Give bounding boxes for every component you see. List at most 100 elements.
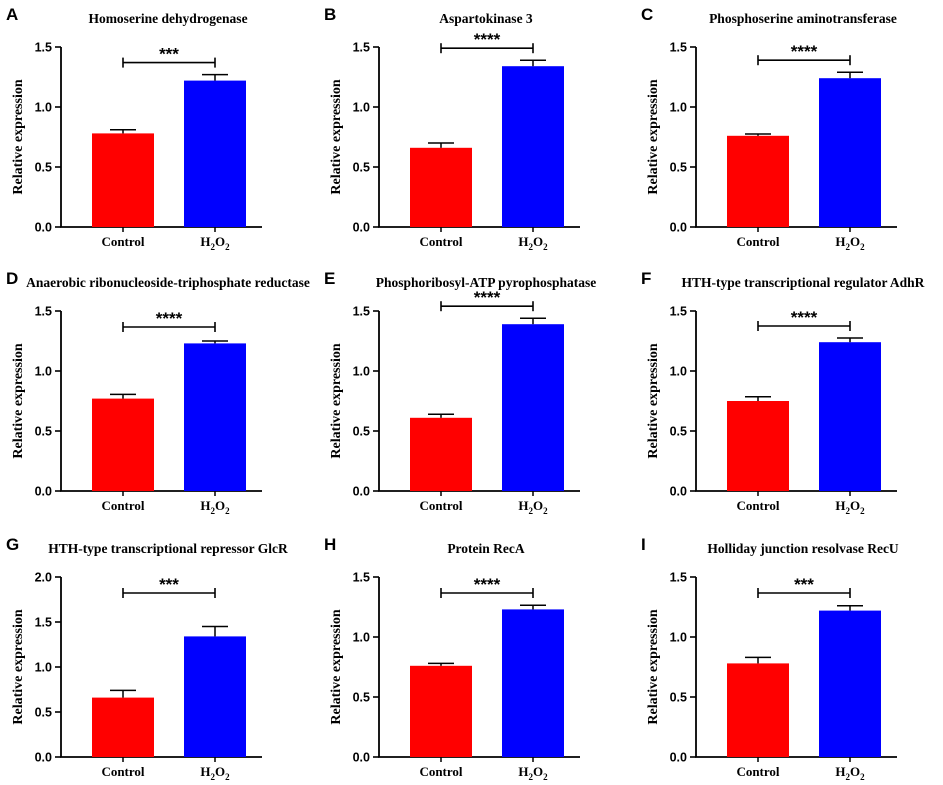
panel-letter: F — [641, 269, 651, 288]
y-axis-label: Relative expression — [646, 609, 661, 724]
y-tick-label: 1.5 — [353, 305, 370, 319]
category-label: Control — [101, 498, 144, 513]
panel-letter: B — [324, 5, 336, 24]
y-tick-label: 1.5 — [670, 571, 687, 585]
bar-h2o2 — [502, 609, 564, 757]
chart-title: Protein RecA — [447, 541, 525, 556]
significance-label: **** — [474, 288, 501, 307]
y-tick-label: 1.5 — [35, 305, 52, 319]
category-label: Control — [419, 764, 462, 779]
chart-title: Phosphoribosyl-ATP pyrophosphatase — [376, 275, 596, 290]
bar-control — [92, 697, 154, 757]
category-label: H2O2 — [835, 498, 865, 516]
y-tick-label: 1.0 — [353, 631, 370, 645]
y-tick-label: 0.5 — [670, 691, 687, 705]
category-label: H2O2 — [835, 234, 865, 252]
y-tick-label: 0.5 — [35, 706, 52, 720]
significance-label: **** — [474, 575, 501, 594]
chart-title: HTH-type transcriptional regulator AdhR — [682, 275, 925, 290]
y-tick-label: 0.5 — [353, 691, 370, 705]
bar-h2o2 — [819, 342, 881, 491]
y-tick-label: 0.0 — [353, 221, 370, 235]
bar-control — [727, 663, 789, 757]
y-tick-label: 1.0 — [35, 101, 52, 115]
chart-panel-B: B Aspartokinase 3 Relative expression 0.0 0.… — [324, 5, 580, 252]
y-tick-label: 0.0 — [670, 485, 687, 499]
bar-h2o2 — [184, 636, 246, 757]
y-axis-label: Relative expression — [329, 343, 344, 458]
y-tick-label: 0.0 — [670, 751, 687, 765]
y-axis-label: Relative expression — [11, 609, 26, 724]
y-tick-label: 0.0 — [670, 221, 687, 235]
chart-title: Phosphoserine aminotransferase — [709, 11, 897, 26]
bar-control — [92, 398, 154, 491]
bar-control — [410, 417, 472, 491]
category-label: Control — [419, 234, 462, 249]
panel-letter: E — [324, 269, 335, 288]
bar-control — [92, 133, 154, 227]
y-tick-label: 1.5 — [35, 41, 52, 55]
significance-label: *** — [159, 45, 179, 64]
y-axis-label: Relative expression — [11, 343, 26, 458]
chart-title: Aspartokinase 3 — [439, 11, 533, 26]
category-label: Control — [736, 498, 779, 513]
chart-panel-C: C Phosphoserine aminotransferase Relative … — [641, 5, 897, 252]
y-tick-label: 0.0 — [353, 751, 370, 765]
y-tick-label: 1.0 — [35, 661, 52, 675]
chart-panel-E: E Phosphoribosyl-ATP pyrophosphatase Relat… — [324, 269, 596, 516]
y-axis-label: Relative expression — [329, 609, 344, 724]
y-tick-label: 0.0 — [35, 221, 52, 235]
chart-panel-A: A Homoserine dehydrogenase Relative expres… — [6, 5, 262, 252]
chart-title: HTH-type transcriptional repressor GlcR — [48, 541, 288, 556]
bar-control — [410, 665, 472, 757]
chart-panel-G: G HTH-type transcriptional repressor GlcR… — [6, 535, 288, 782]
y-tick-label: 0.5 — [353, 161, 370, 175]
panel-letter: G — [6, 535, 19, 554]
y-tick-label: 1.5 — [670, 305, 687, 319]
category-label: Control — [736, 234, 779, 249]
significance-label: *** — [794, 575, 814, 594]
bar-h2o2 — [502, 66, 564, 227]
chart-title: Anaerobic ribonucleoside-triphosphate re… — [26, 275, 310, 290]
y-tick-label: 1.0 — [670, 365, 687, 379]
y-tick-label: 2.0 — [35, 571, 52, 585]
y-tick-label: 0.0 — [353, 485, 370, 499]
y-tick-label: 1.5 — [353, 571, 370, 585]
bar-h2o2 — [819, 78, 881, 227]
y-tick-label: 0.0 — [35, 485, 52, 499]
chart-title: Homoserine dehydrogenase — [88, 11, 247, 26]
category-label: Control — [419, 498, 462, 513]
y-tick-label: 1.0 — [670, 631, 687, 645]
chart-panel-I: I Holliday junction resolvase RecU Relativ… — [641, 535, 899, 782]
category-label: Control — [101, 234, 144, 249]
bar-control — [727, 135, 789, 227]
significance-label: **** — [156, 309, 183, 328]
category-label: H2O2 — [518, 764, 548, 782]
bar-control — [727, 401, 789, 491]
panel-letter: I — [641, 535, 646, 554]
category-label: H2O2 — [835, 764, 865, 782]
significance-label: **** — [474, 30, 501, 49]
y-tick-label: 0.5 — [35, 161, 52, 175]
y-tick-label: 1.5 — [35, 616, 52, 630]
significance-label: **** — [791, 42, 818, 61]
bar-control — [410, 147, 472, 227]
bar-h2o2 — [819, 610, 881, 757]
y-tick-label: 1.0 — [670, 101, 687, 115]
y-tick-label: 1.5 — [670, 41, 687, 55]
y-tick-label: 1.0 — [353, 365, 370, 379]
bar-h2o2 — [184, 343, 246, 491]
y-axis-label: Relative expression — [646, 79, 661, 194]
category-label: Control — [736, 764, 779, 779]
chart-panel-F: F HTH-type transcriptional regulator AdhR… — [641, 269, 925, 516]
y-tick-label: 0.5 — [353, 425, 370, 439]
y-tick-label: 1.5 — [353, 41, 370, 55]
panel-letter: H — [324, 535, 336, 554]
chart-panel-D: D Anaerobic ribonucleoside-triphosphate r… — [6, 269, 310, 516]
y-tick-label: 0.5 — [35, 425, 52, 439]
category-label: H2O2 — [200, 764, 230, 782]
panel-letter: A — [6, 5, 18, 24]
category-label: H2O2 — [200, 234, 230, 252]
y-axis-label: Relative expression — [11, 79, 26, 194]
y-tick-label: 1.0 — [35, 365, 52, 379]
